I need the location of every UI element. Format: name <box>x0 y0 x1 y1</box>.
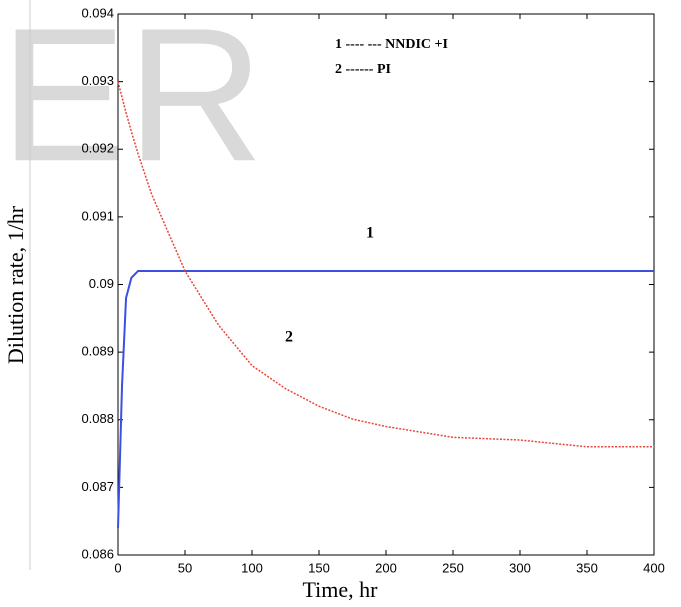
legend-entry: 2 ------ PI <box>335 62 391 77</box>
y-tick-label: 0.087 <box>81 479 114 494</box>
legend-entry: 1 ---- --- NNDIC +I <box>335 37 448 52</box>
x-tick-label: 350 <box>576 560 598 575</box>
x-tick-label: 400 <box>643 560 665 575</box>
x-tick-label: 100 <box>241 560 263 575</box>
x-tick-label: 50 <box>178 560 192 575</box>
y-tick-label: 0.089 <box>81 344 114 359</box>
x-tick-label: 200 <box>375 560 397 575</box>
y-tick-label: 0.091 <box>81 208 114 223</box>
watermark: ER <box>0 0 264 201</box>
y-tick-label: 0.094 <box>81 5 114 20</box>
x-tick-label: 150 <box>308 560 330 575</box>
x-tick-label: 0 <box>114 560 121 575</box>
y-axis-label: Dilution rate, 1/hr <box>3 205 28 364</box>
x-tick-label: 250 <box>442 560 464 575</box>
y-tick-label: 0.088 <box>81 411 114 426</box>
curve-label: 1 <box>366 225 374 242</box>
y-tick-label: 0.086 <box>81 546 114 561</box>
y-tick-label: 0.092 <box>81 141 114 156</box>
series-line <box>117 269 654 528</box>
curve-label: 2 <box>285 329 293 346</box>
x-tick-label: 300 <box>509 560 531 575</box>
y-tick-label: 0.09 <box>89 276 114 291</box>
y-tick-label: 0.093 <box>81 73 114 88</box>
x-axis-label: Time, hr <box>303 577 379 602</box>
